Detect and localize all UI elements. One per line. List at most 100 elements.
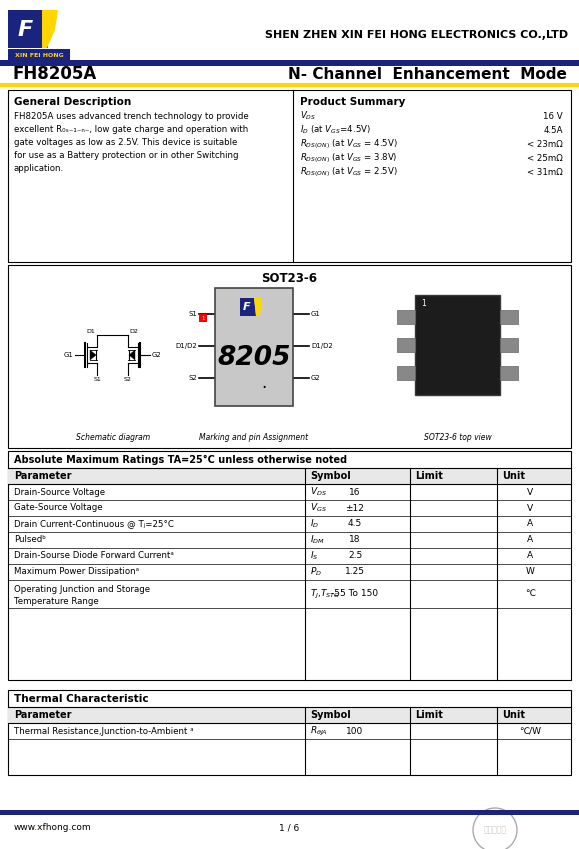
Text: G1: G1 (311, 311, 321, 317)
Bar (8, 265, 571, 448)
Text: Gate-Source Voltage: Gate-Source Voltage (14, 503, 102, 513)
Bar (415, 295, 500, 395)
Text: SHEN ZHEN XIN FEI HONG ELECTRONICS CO.,LTD: SHEN ZHEN XIN FEI HONG ELECTRONICS CO.,L… (265, 30, 568, 40)
Text: .: . (261, 374, 266, 392)
Text: -55 To 150: -55 To 150 (331, 589, 379, 599)
Bar (0, 60, 579, 66)
Text: Product Summary: Product Summary (300, 97, 405, 107)
Text: V: V (527, 487, 533, 497)
Text: A: A (527, 552, 533, 560)
Text: $V_{DS}$: $V_{DS}$ (310, 486, 327, 498)
Polygon shape (90, 350, 96, 360)
Text: application.: application. (14, 164, 64, 172)
Text: 16: 16 (349, 487, 361, 497)
Polygon shape (42, 10, 58, 48)
Text: Unit: Unit (502, 710, 525, 720)
Text: gate voltages as low as 2.5V. This device is suitable: gate voltages as low as 2.5V. This devic… (14, 138, 237, 147)
Text: < 23mΩ: < 23mΩ (527, 139, 563, 149)
Text: A: A (527, 520, 533, 528)
Bar (8, 468, 571, 484)
Text: Maximum Power Dissipationᵃ: Maximum Power Dissipationᵃ (14, 567, 139, 576)
Bar (199, 314, 207, 322)
Text: 100: 100 (346, 727, 364, 735)
Text: D1: D1 (87, 329, 96, 334)
Text: Marking and pin Assignment: Marking and pin Assignment (199, 432, 309, 441)
Polygon shape (240, 298, 256, 316)
Bar (500, 310, 518, 324)
Text: 4.5: 4.5 (348, 520, 362, 528)
Text: Limit: Limit (415, 471, 443, 481)
Text: Drain-Sourse Diode Forward Currentᵃ: Drain-Sourse Diode Forward Currentᵃ (14, 552, 174, 560)
Bar (8, 49, 70, 60)
Text: Parameter: Parameter (14, 710, 71, 720)
Text: ℃: ℃ (525, 589, 535, 599)
Text: $V_{DS}$: $V_{DS}$ (300, 110, 316, 122)
Text: Drain-Source Voltage: Drain-Source Voltage (14, 487, 105, 497)
Text: S1: S1 (188, 311, 197, 317)
Text: 4.5A: 4.5A (544, 126, 563, 134)
Text: $R_{DS(ON)}$ (at $V_{GS}$ = 2.5V): $R_{DS(ON)}$ (at $V_{GS}$ = 2.5V) (300, 165, 398, 179)
Text: Symbol: Symbol (310, 471, 351, 481)
Text: 8205: 8205 (217, 345, 291, 371)
Text: 1.25: 1.25 (345, 567, 365, 576)
Text: N- Channel  Enhancement  Mode: N- Channel Enhancement Mode (288, 66, 567, 82)
Text: ±12: ±12 (346, 503, 364, 513)
Bar (397, 366, 415, 380)
Text: V: V (527, 503, 533, 513)
Text: D1/D2: D1/D2 (175, 343, 197, 349)
Bar (8, 90, 571, 262)
Text: S2: S2 (188, 375, 197, 381)
Text: Thermal Resistance,Junction-to-Ambient ᵃ: Thermal Resistance,Junction-to-Ambient ᵃ (14, 727, 193, 735)
Text: Limit: Limit (415, 710, 443, 720)
Text: Drain Current-Continuous @ Tⱼ=25°C: Drain Current-Continuous @ Tⱼ=25°C (14, 520, 174, 528)
Polygon shape (8, 10, 48, 48)
Text: Operating Junction and Storage: Operating Junction and Storage (14, 584, 150, 593)
Text: 16 V: 16 V (543, 111, 563, 121)
Text: $R_{\theta JA}$: $R_{\theta JA}$ (310, 724, 328, 738)
Text: S1: S1 (93, 376, 101, 381)
Bar (397, 338, 415, 352)
Text: W: W (526, 567, 534, 576)
Text: < 25mΩ: < 25mΩ (527, 154, 563, 162)
Text: FH8205A uses advanced trench technology to provide: FH8205A uses advanced trench technology … (14, 111, 249, 121)
Text: 2.5: 2.5 (348, 552, 362, 560)
Text: $I_S$: $I_S$ (310, 550, 318, 562)
Text: F: F (243, 302, 251, 312)
Text: Schematic diagram: Schematic diagram (76, 432, 150, 441)
Polygon shape (129, 350, 135, 360)
Text: $P_D$: $P_D$ (310, 565, 322, 578)
Bar (215, 288, 293, 406)
Text: 18: 18 (349, 536, 361, 544)
Text: General Description: General Description (14, 97, 131, 107)
Text: $R_{DS(ON)}$ (at $V_{GS}$ = 3.8V): $R_{DS(ON)}$ (at $V_{GS}$ = 3.8V) (300, 151, 398, 165)
Text: G2: G2 (311, 375, 321, 381)
Text: < 31mΩ: < 31mΩ (527, 167, 563, 177)
Bar (500, 338, 518, 352)
Text: 1: 1 (421, 299, 426, 307)
Text: Unit: Unit (502, 471, 525, 481)
Text: SOT23-6: SOT23-6 (261, 272, 317, 284)
Text: Parameter: Parameter (14, 471, 71, 481)
Text: www.xfhong.com: www.xfhong.com (14, 824, 91, 833)
Text: Temperature Range: Temperature Range (14, 597, 99, 605)
Text: $V_{GS}$: $V_{GS}$ (310, 502, 327, 514)
Text: D1/D2: D1/D2 (311, 343, 333, 349)
Text: $I_D$ (at $V_{GS}$=4.5V): $I_D$ (at $V_{GS}$=4.5V) (300, 124, 371, 136)
Text: D2: D2 (130, 329, 138, 334)
Text: FH8205A: FH8205A (12, 65, 96, 83)
Text: XIN FEI HONG: XIN FEI HONG (14, 53, 63, 58)
Text: ℃/W: ℃/W (519, 727, 541, 735)
Text: $T_J$,$T_{STG}$: $T_J$,$T_{STG}$ (310, 588, 340, 600)
Bar (8, 451, 571, 680)
Text: $R_{DS(ON)}$ (at $V_{GS}$ = 4.5V): $R_{DS(ON)}$ (at $V_{GS}$ = 4.5V) (300, 137, 398, 151)
Text: excellent R₀ₛ₋₁₋ₙ₋, low gate charge and operation with: excellent R₀ₛ₋₁₋ₙ₋, low gate charge and … (14, 125, 248, 133)
Bar (500, 366, 518, 380)
Bar (0, 810, 579, 815)
Bar (8, 707, 571, 723)
Text: Absolute Maximum Ratings TA=25°C unless otherwise noted: Absolute Maximum Ratings TA=25°C unless … (14, 455, 347, 465)
Bar (8, 690, 571, 775)
Text: Thermal Characteristic: Thermal Characteristic (14, 694, 149, 704)
Text: A: A (527, 536, 533, 544)
Text: S2: S2 (124, 376, 132, 381)
Bar (0, 83, 579, 87)
